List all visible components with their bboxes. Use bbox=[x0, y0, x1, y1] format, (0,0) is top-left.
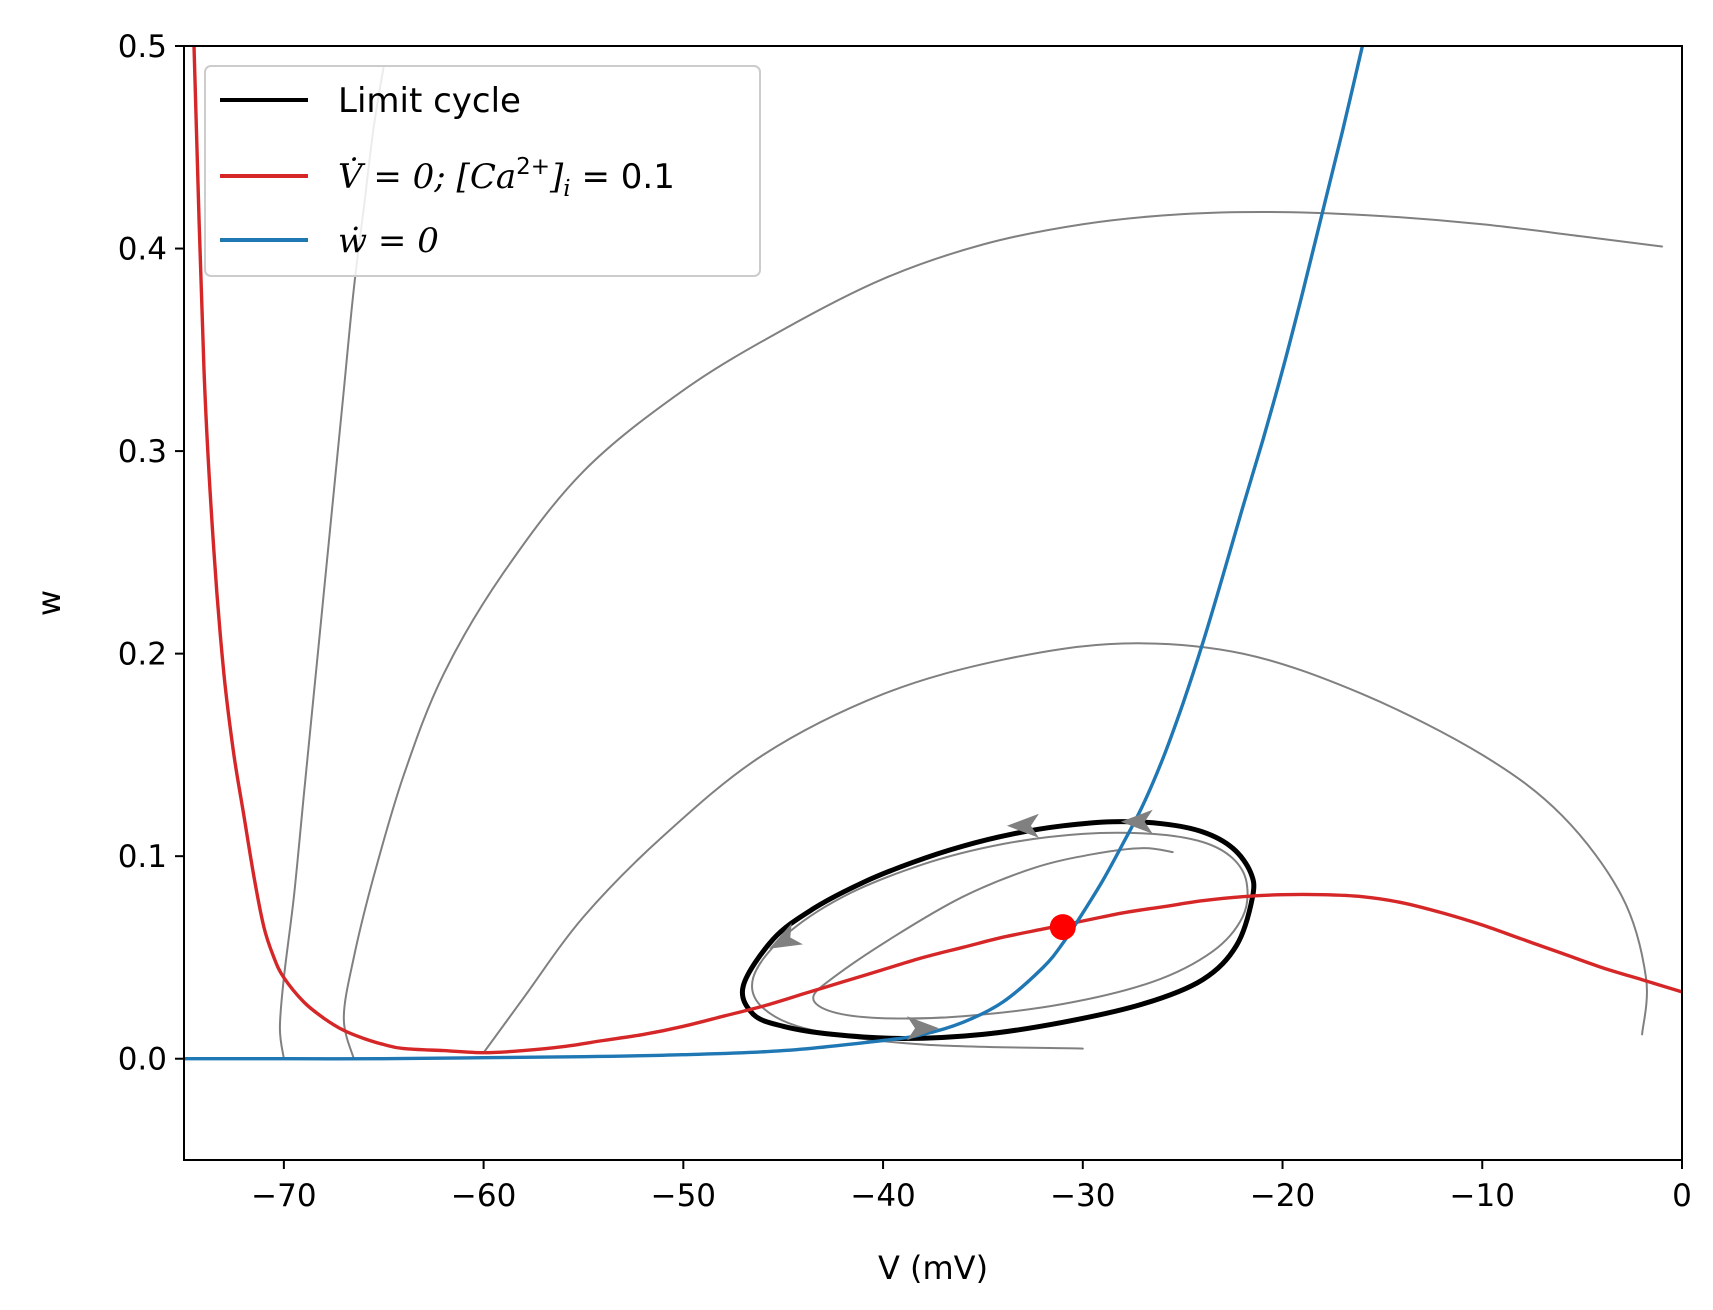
marker-layer bbox=[769, 809, 1153, 1041]
v-nullcline-line bbox=[192, 46, 1682, 1055]
fixed-point-marker bbox=[1049, 914, 1076, 941]
x-axis-label: V (mV) bbox=[878, 1249, 988, 1287]
legend-label-v-nullcline: V̇ = 0; [Ca2+]i = 0.1 bbox=[338, 154, 675, 202]
y-tick-label: 0.0 bbox=[118, 1042, 167, 1078]
y-axis: 0.0 0.1 0.2 0.3 0.4 0.5 bbox=[118, 29, 184, 1078]
x-tick-label: 0 bbox=[1672, 1178, 1692, 1214]
x-tick-label: −40 bbox=[850, 1178, 915, 1214]
y-axis-label: w bbox=[30, 590, 68, 616]
trajectory-line-3 bbox=[482, 642, 1648, 1054]
y-tick-label: 0.4 bbox=[118, 232, 167, 268]
trajectory-line-2 bbox=[342, 210, 1663, 1060]
y-tick-label: 0.3 bbox=[118, 434, 167, 470]
x-tick-label: −10 bbox=[1450, 1178, 1515, 1214]
direction-arrow-4 bbox=[907, 1016, 939, 1041]
x-tick-label: −70 bbox=[251, 1178, 316, 1214]
direction-arrow-2 bbox=[1120, 809, 1153, 834]
legend-ca-sup: 2+ bbox=[516, 154, 550, 180]
legend: Limit cycle V̇ = 0; [Ca2+]i = 0.1 ẇ = 0 bbox=[204, 65, 761, 277]
direction-arrow-3 bbox=[769, 923, 803, 949]
w-nullcline-line bbox=[184, 46, 1365, 1061]
trajectory-line-4 bbox=[750, 831, 1249, 1050]
x-tick-label: −60 bbox=[451, 1178, 516, 1214]
y-tick-label: 0.1 bbox=[118, 839, 167, 875]
legend-ca-sub: i bbox=[563, 176, 570, 202]
legend-ca-close: ] bbox=[549, 157, 564, 197]
x-tick-label: −30 bbox=[1050, 1178, 1115, 1214]
x-axis: −70 −60 −50 −40 −30 −20 −10 0 bbox=[251, 1160, 1692, 1214]
direction-arrow-1 bbox=[1006, 813, 1039, 838]
plot-frame bbox=[183, 45, 1683, 1161]
legend-v-lhs: V̇ = 0; [ bbox=[338, 157, 471, 197]
x-tick-label: −50 bbox=[651, 1178, 716, 1214]
y-tick-label: 0.2 bbox=[118, 637, 167, 673]
series-layer bbox=[184, 46, 1682, 1061]
legend-label-w-nullcline: ẇ = 0 bbox=[338, 221, 439, 261]
legend-label-limit-cycle: Limit cycle bbox=[338, 81, 521, 121]
y-tick-label: 0.5 bbox=[118, 29, 167, 65]
legend-v-rhs: = 0.1 bbox=[571, 157, 675, 197]
legend-ca: Ca bbox=[470, 157, 516, 197]
x-tick-label: −20 bbox=[1250, 1178, 1315, 1214]
legend-box bbox=[204, 65, 761, 277]
limit-cycle-line bbox=[739, 819, 1257, 1041]
